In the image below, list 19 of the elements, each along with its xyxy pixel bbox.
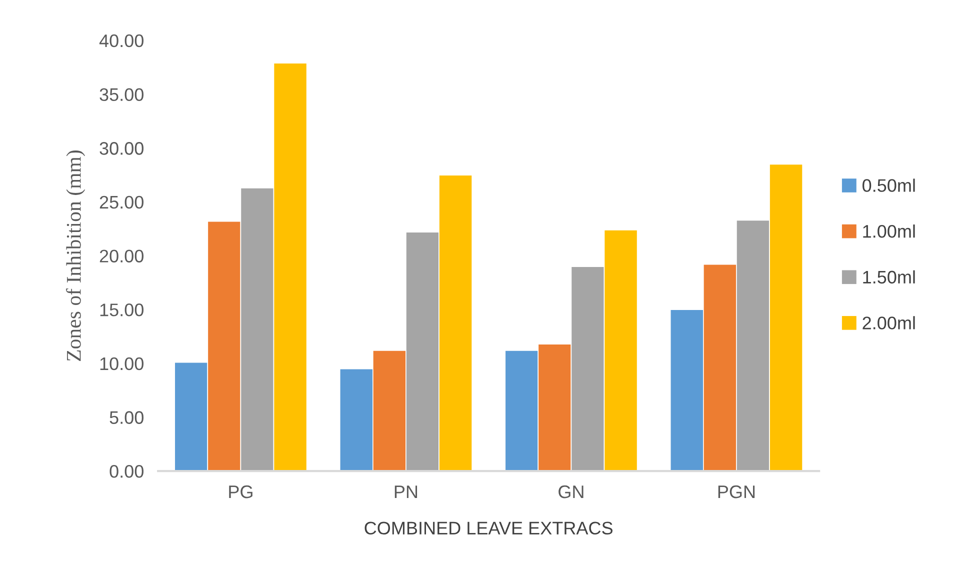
- x-tick-label: GN: [558, 485, 584, 498]
- legend-label: 2.00ml: [862, 316, 915, 330]
- x-tick-label: PG: [229, 485, 252, 498]
- legend-label: 1.50ml: [863, 270, 915, 284]
- y-tick-label: 15.00: [100, 304, 144, 316]
- x-tick-label: PN: [394, 486, 418, 498]
- y-tick-label: 40.00: [99, 34, 144, 48]
- y-axis-title: Zones of Inhibition (mm): [66, 150, 86, 361]
- y-tick-label: 0.00: [110, 465, 144, 478]
- y-tick-label: 25.00: [100, 196, 144, 209]
- legend-label: 0.50ml: [862, 178, 915, 192]
- y-tick-label: 30.00: [100, 142, 144, 155]
- x-axis-title: COMBINED LEAVE EXTRACS: [364, 522, 612, 534]
- y-tick-label: 35.00: [100, 88, 144, 102]
- legend-label: 1.00ml: [863, 224, 915, 238]
- y-tick-label: 5.00: [110, 411, 144, 424]
- y-tick-label: 10.00: [100, 357, 144, 370]
- x-tick-label: PGN: [718, 485, 755, 498]
- y-tick-label: 20.00: [100, 250, 144, 262]
